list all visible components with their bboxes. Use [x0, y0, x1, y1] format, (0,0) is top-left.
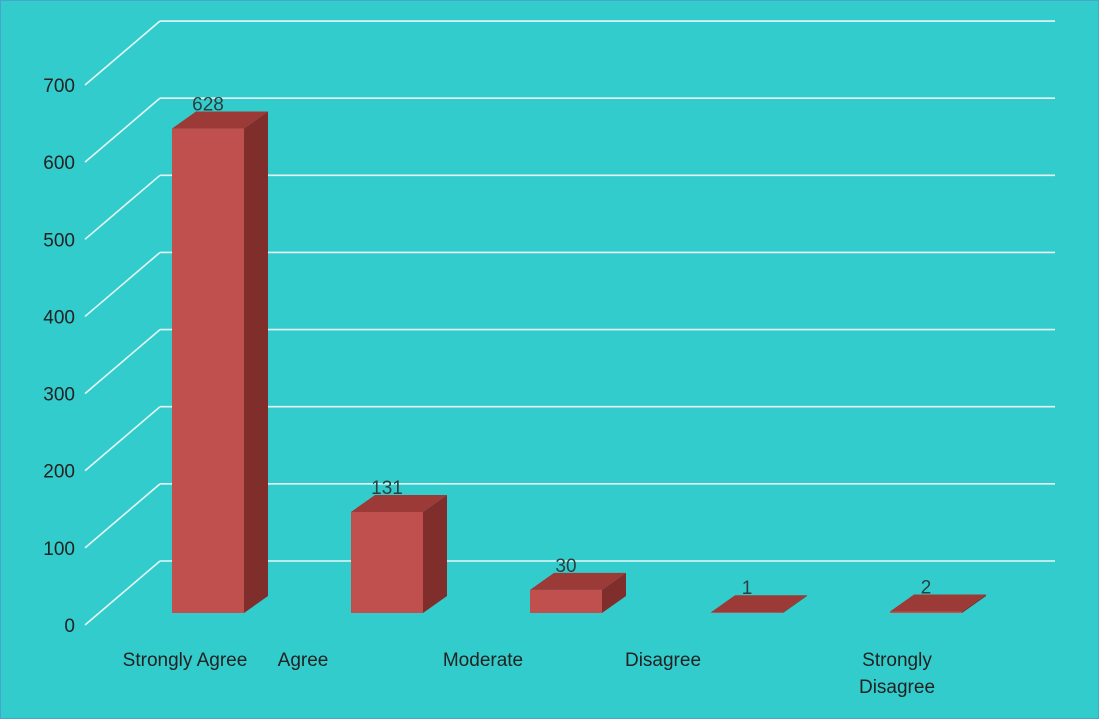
y-tick-label: 700: [43, 76, 75, 97]
y-tick-label: 0: [64, 616, 75, 637]
bar-front: [172, 128, 244, 614]
gridline-depth: [84, 20, 161, 86]
gridline-depth: [84, 483, 161, 549]
bar-front: [530, 589, 602, 613]
category-label: Disagree: [625, 650, 701, 671]
bar-top: [530, 572, 626, 590]
bar-side: [602, 572, 626, 613]
bar-top: [890, 594, 986, 612]
category-label: Strongly Agree: [123, 650, 248, 671]
bar-side: [423, 494, 447, 613]
data-label: 1: [742, 578, 753, 599]
gridline-depth: [84, 174, 161, 240]
gridline-depth: [84, 328, 161, 395]
category-label: Moderate: [443, 650, 523, 671]
y-tick-label: 200: [43, 462, 75, 483]
bar-side: [962, 594, 986, 613]
bar-side: [783, 595, 807, 613]
bar-side: [244, 111, 268, 614]
gridline-depth: [84, 406, 161, 472]
y-tick-label: 500: [43, 230, 75, 251]
bar-top: [711, 595, 807, 613]
data-label: 628: [192, 95, 224, 116]
y-tick-label: 100: [43, 539, 75, 560]
bar-front: [711, 612, 783, 613]
gridline-depth: [84, 560, 161, 626]
bar-top: [351, 494, 447, 512]
bar-front: [890, 611, 962, 613]
y-tick-label: 600: [43, 153, 75, 174]
category-label: Agree: [278, 650, 329, 671]
data-label: 30: [555, 556, 576, 577]
gridline-depth: [84, 97, 161, 163]
bar-top: [172, 111, 268, 129]
y-tick-label: 400: [43, 307, 75, 328]
y-tick-label: 300: [43, 385, 75, 406]
category-label: Strongly: [862, 650, 932, 671]
data-label: 131: [371, 478, 403, 499]
gridline-depth: [84, 251, 161, 318]
data-label: 2: [921, 577, 932, 598]
category-label: Disagree: [859, 677, 935, 698]
bar-front: [351, 511, 423, 613]
